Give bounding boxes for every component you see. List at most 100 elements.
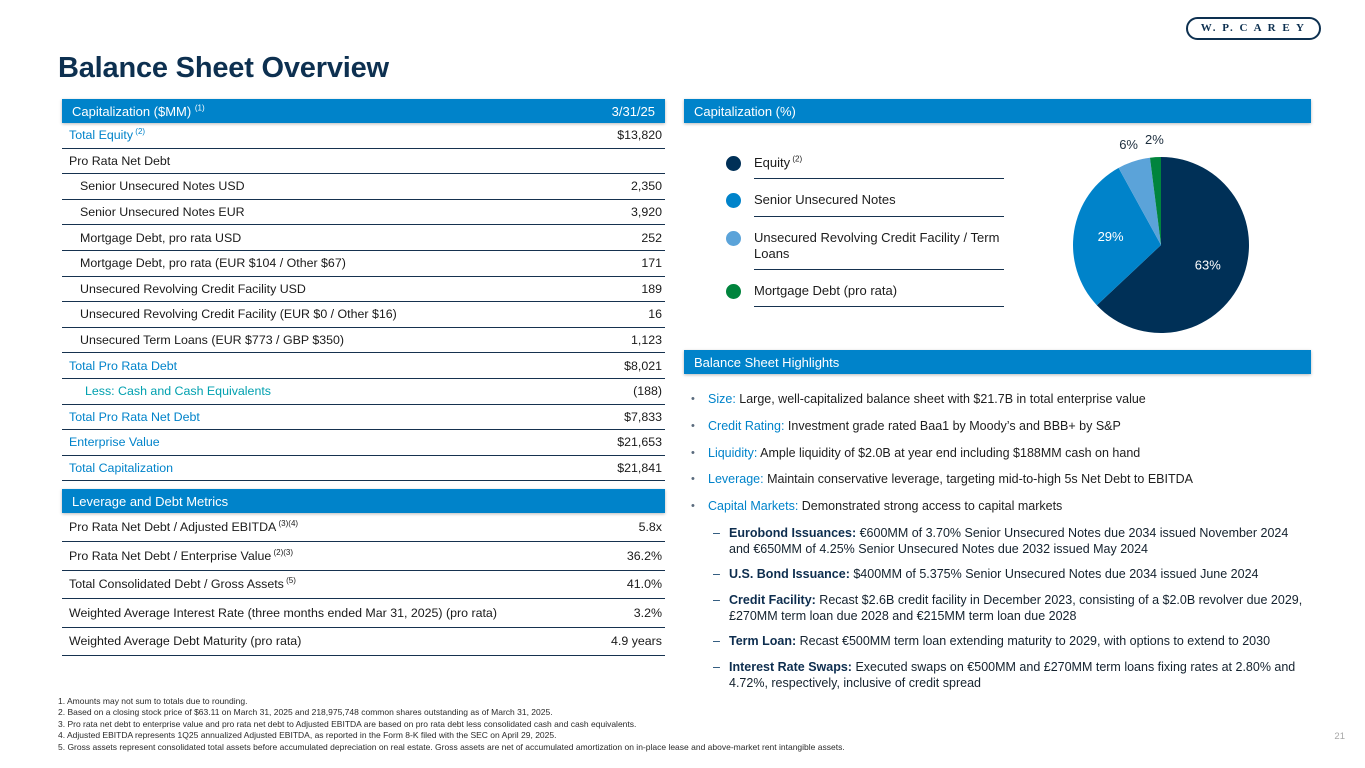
row-value: $13,820	[617, 128, 662, 143]
highlights-title: Balance Sheet Highlights	[694, 354, 840, 370]
sub-text: Interest Rate Swaps: Executed swaps on €…	[729, 659, 1296, 690]
cap-table-row: Total Capitalization $21,841	[62, 456, 665, 482]
wp-carey-logo: W. P. C A R E Y	[1185, 17, 1321, 40]
page-number: 21	[1334, 731, 1345, 742]
highlight-bullet: • Capital Markets: Demonstrated strong ac…	[691, 498, 1309, 514]
leverage-table-header: Leverage and Debt Metrics	[62, 489, 665, 514]
sub-lead: Credit Facility:	[729, 592, 820, 607]
footnote-line: 2. Based on a closing stock price of $63…	[58, 707, 553, 718]
highlight-sub-bullet: – Term Loan: Recast €500MM term loan exte…	[713, 633, 1309, 649]
sub-text: Eurobond Issuances: €600MM of 3.70% Seni…	[729, 525, 1289, 556]
highlight-text: Size: Large, well-capitalized balance sh…	[708, 392, 1146, 406]
sub-text: U.S. Bond Issuance: $400MM of 5.375% Sen…	[729, 567, 1259, 582]
row-label: Unsecured Term Loans (EUR $773 / GBP $35…	[80, 333, 345, 348]
bullet-icon: •	[691, 446, 695, 459]
row-label: Less: Cash and Cash Equivalents	[85, 384, 271, 399]
highlight-bullet: • Liquidity: Ample liquidity of $2.0B at …	[691, 445, 1309, 461]
highlight-lead: Liquidity:	[708, 445, 761, 460]
highlight-sub-bullet: – Eurobond Issuances: €600MM of 3.70% Sen…	[713, 525, 1309, 557]
pie-value-label: 6%	[1119, 137, 1138, 152]
row-value: 3.2%	[633, 605, 662, 620]
cap-table-row: Unsecured Revolving Credit Facility (EUR…	[62, 302, 665, 328]
highlight-lead: Capital Markets:	[708, 499, 802, 513]
row-label: Pro Rata Net Debt / Adjusted EBITDA (3)(…	[69, 518, 299, 535]
row-label: Unsecured Revolving Credit Facility (EUR…	[80, 307, 397, 322]
footnote-line: 3. Pro rata net debt to enterprise value…	[58, 718, 637, 729]
cap-table-row: Mortgage Debt, pro rata (EUR $104 / Othe…	[62, 251, 665, 277]
footnote-ref: (2)	[133, 127, 146, 137]
capitalization-pct-content: Equity (2) Senior Unsecured Notes Unsecure…	[684, 123, 1311, 350]
dash-icon: –	[713, 525, 720, 540]
row-label: Total Capitalization	[69, 461, 174, 476]
row-label: Pro Rata Net Debt / Enterprise Value (2)…	[69, 547, 294, 563]
row-label: Total Equity (2)	[69, 127, 146, 143]
highlight-sub-list: – Eurobond Issuances: €600MM of 3.70% Sen…	[713, 525, 1309, 691]
highlight-text: Capital Markets: Demonstrated strong acc…	[708, 499, 1063, 513]
sub-text: Term Loan: Recast €500MM term loan exten…	[729, 634, 1271, 649]
highlight-text: Leverage: Maintain conservative leverage…	[708, 472, 1193, 487]
legend-color-dot	[726, 156, 741, 171]
cap-table-row: Unsecured Term Loans (EUR $773 / GBP $35…	[62, 328, 665, 354]
pie-slice	[1118, 157, 1161, 245]
row-label: Total Pro Rata Net Debt	[69, 409, 200, 424]
highlight-bullet: • Size: Large, well-capitalized balance s…	[691, 391, 1309, 407]
row-value: (188)	[633, 384, 662, 399]
cap-table-row: Total Pro Rata Debt $8,021	[62, 353, 665, 379]
row-label: Unsecured Revolving Credit Facility USD	[80, 281, 306, 296]
row-label: Senior Unsecured Notes EUR	[80, 205, 245, 220]
bullet-icon: •	[691, 393, 695, 405]
row-value: $21,653	[617, 435, 662, 450]
row-label: Pro Rata Net Debt	[69, 153, 171, 168]
pie-legend: Equity (2) Senior Unsecured Notes Unsecure…	[684, 123, 1004, 350]
footnote-line: 5. Gross assets represent consolidated t…	[58, 741, 845, 752]
footnote-ref: (5)	[283, 576, 296, 586]
cap-table-row: Total Pro Rata Net Debt $7,833	[62, 405, 665, 431]
highlight-text: Liquidity: Ample liquidity of $2.0B at y…	[708, 445, 1141, 460]
highlight-sub-bullet: – Credit Facility: Recast $2.6B credit fa…	[713, 592, 1309, 624]
sub-lead: Interest Rate Swaps:	[729, 659, 856, 674]
dash-icon: –	[713, 592, 720, 607]
row-label: Mortgage Debt, pro rata (EUR $104 / Othe…	[80, 256, 346, 271]
bullet-icon: •	[691, 500, 695, 512]
pie-slice	[1149, 157, 1161, 245]
row-label: Senior Unsecured Notes USD	[80, 179, 245, 194]
capitalization-pie-chart: 63% 29% 6% 2%	[1073, 132, 1249, 333]
cap-table-row: Less: Cash and Cash Equivalents (188)	[62, 379, 665, 405]
page-title: Balance Sheet Overview	[58, 52, 389, 84]
row-value: 3,920	[630, 205, 662, 220]
highlight-sub-bullet: – U.S. Bond Issuance: $400MM of 5.375% Se…	[713, 566, 1309, 582]
row-label: Total Pro Rata Debt	[69, 358, 178, 373]
highlight-lead: Leverage:	[708, 472, 768, 487]
legend-label: Equity (2)	[754, 155, 1004, 180]
row-value: $8,021	[624, 358, 662, 373]
leverage-table-body: Pro Rata Net Debt / Adjusted EBITDA (3)(…	[62, 513, 665, 657]
footnotes: 1. Amounts may not sum to totals due to …	[58, 696, 1068, 753]
row-value: 252	[641, 230, 662, 245]
row-label: Weighted Average Debt Maturity (pro rata…	[69, 634, 302, 649]
legend-color-dot	[726, 230, 741, 246]
row-value: 36.2%	[626, 548, 662, 563]
row-label: Enterprise Value	[69, 435, 160, 450]
sub-text: Credit Facility: Recast $2.6B credit fac…	[729, 592, 1303, 623]
cap-table-row: Unsecured Revolving Credit Facility USD 1…	[62, 277, 665, 303]
legend-label: Senior Unsecured Notes	[754, 192, 1004, 217]
pie-slice	[1096, 157, 1249, 333]
leverage-table-row: Total Consolidated Debt / Gross Assets (…	[62, 571, 665, 600]
row-value: $7,833	[624, 409, 662, 424]
capitalization-table-header: Capitalization ($MM) (1) 3/31/25	[62, 99, 665, 123]
row-value: 4.9 years	[611, 634, 662, 649]
footnote-ref: (2)(3)	[271, 547, 294, 557]
highlight-bullet: • Credit Rating: Investment grade rated B…	[691, 418, 1309, 434]
legend-item: Equity (2)	[726, 155, 1004, 180]
row-value: 5.8x	[638, 520, 662, 535]
cap-table-row: Mortgage Debt, pro rata USD 252	[62, 225, 665, 251]
row-value: 41.0%	[626, 577, 662, 592]
left-column: Capitalization ($MM) (1) 3/31/25 Total E…	[62, 99, 665, 657]
capitalization-table-title-text: Capitalization ($MM)	[72, 103, 192, 119]
cap-table-row: Total Equity (2) $13,820	[62, 123, 665, 149]
footnote-line: 4. Adjusted EBITDA represents 1Q25 annua…	[58, 730, 557, 741]
row-label: Mortgage Debt, pro rata USD	[80, 230, 242, 245]
footnote-ref: (1)	[194, 103, 205, 113]
row-value: 189	[641, 281, 662, 296]
